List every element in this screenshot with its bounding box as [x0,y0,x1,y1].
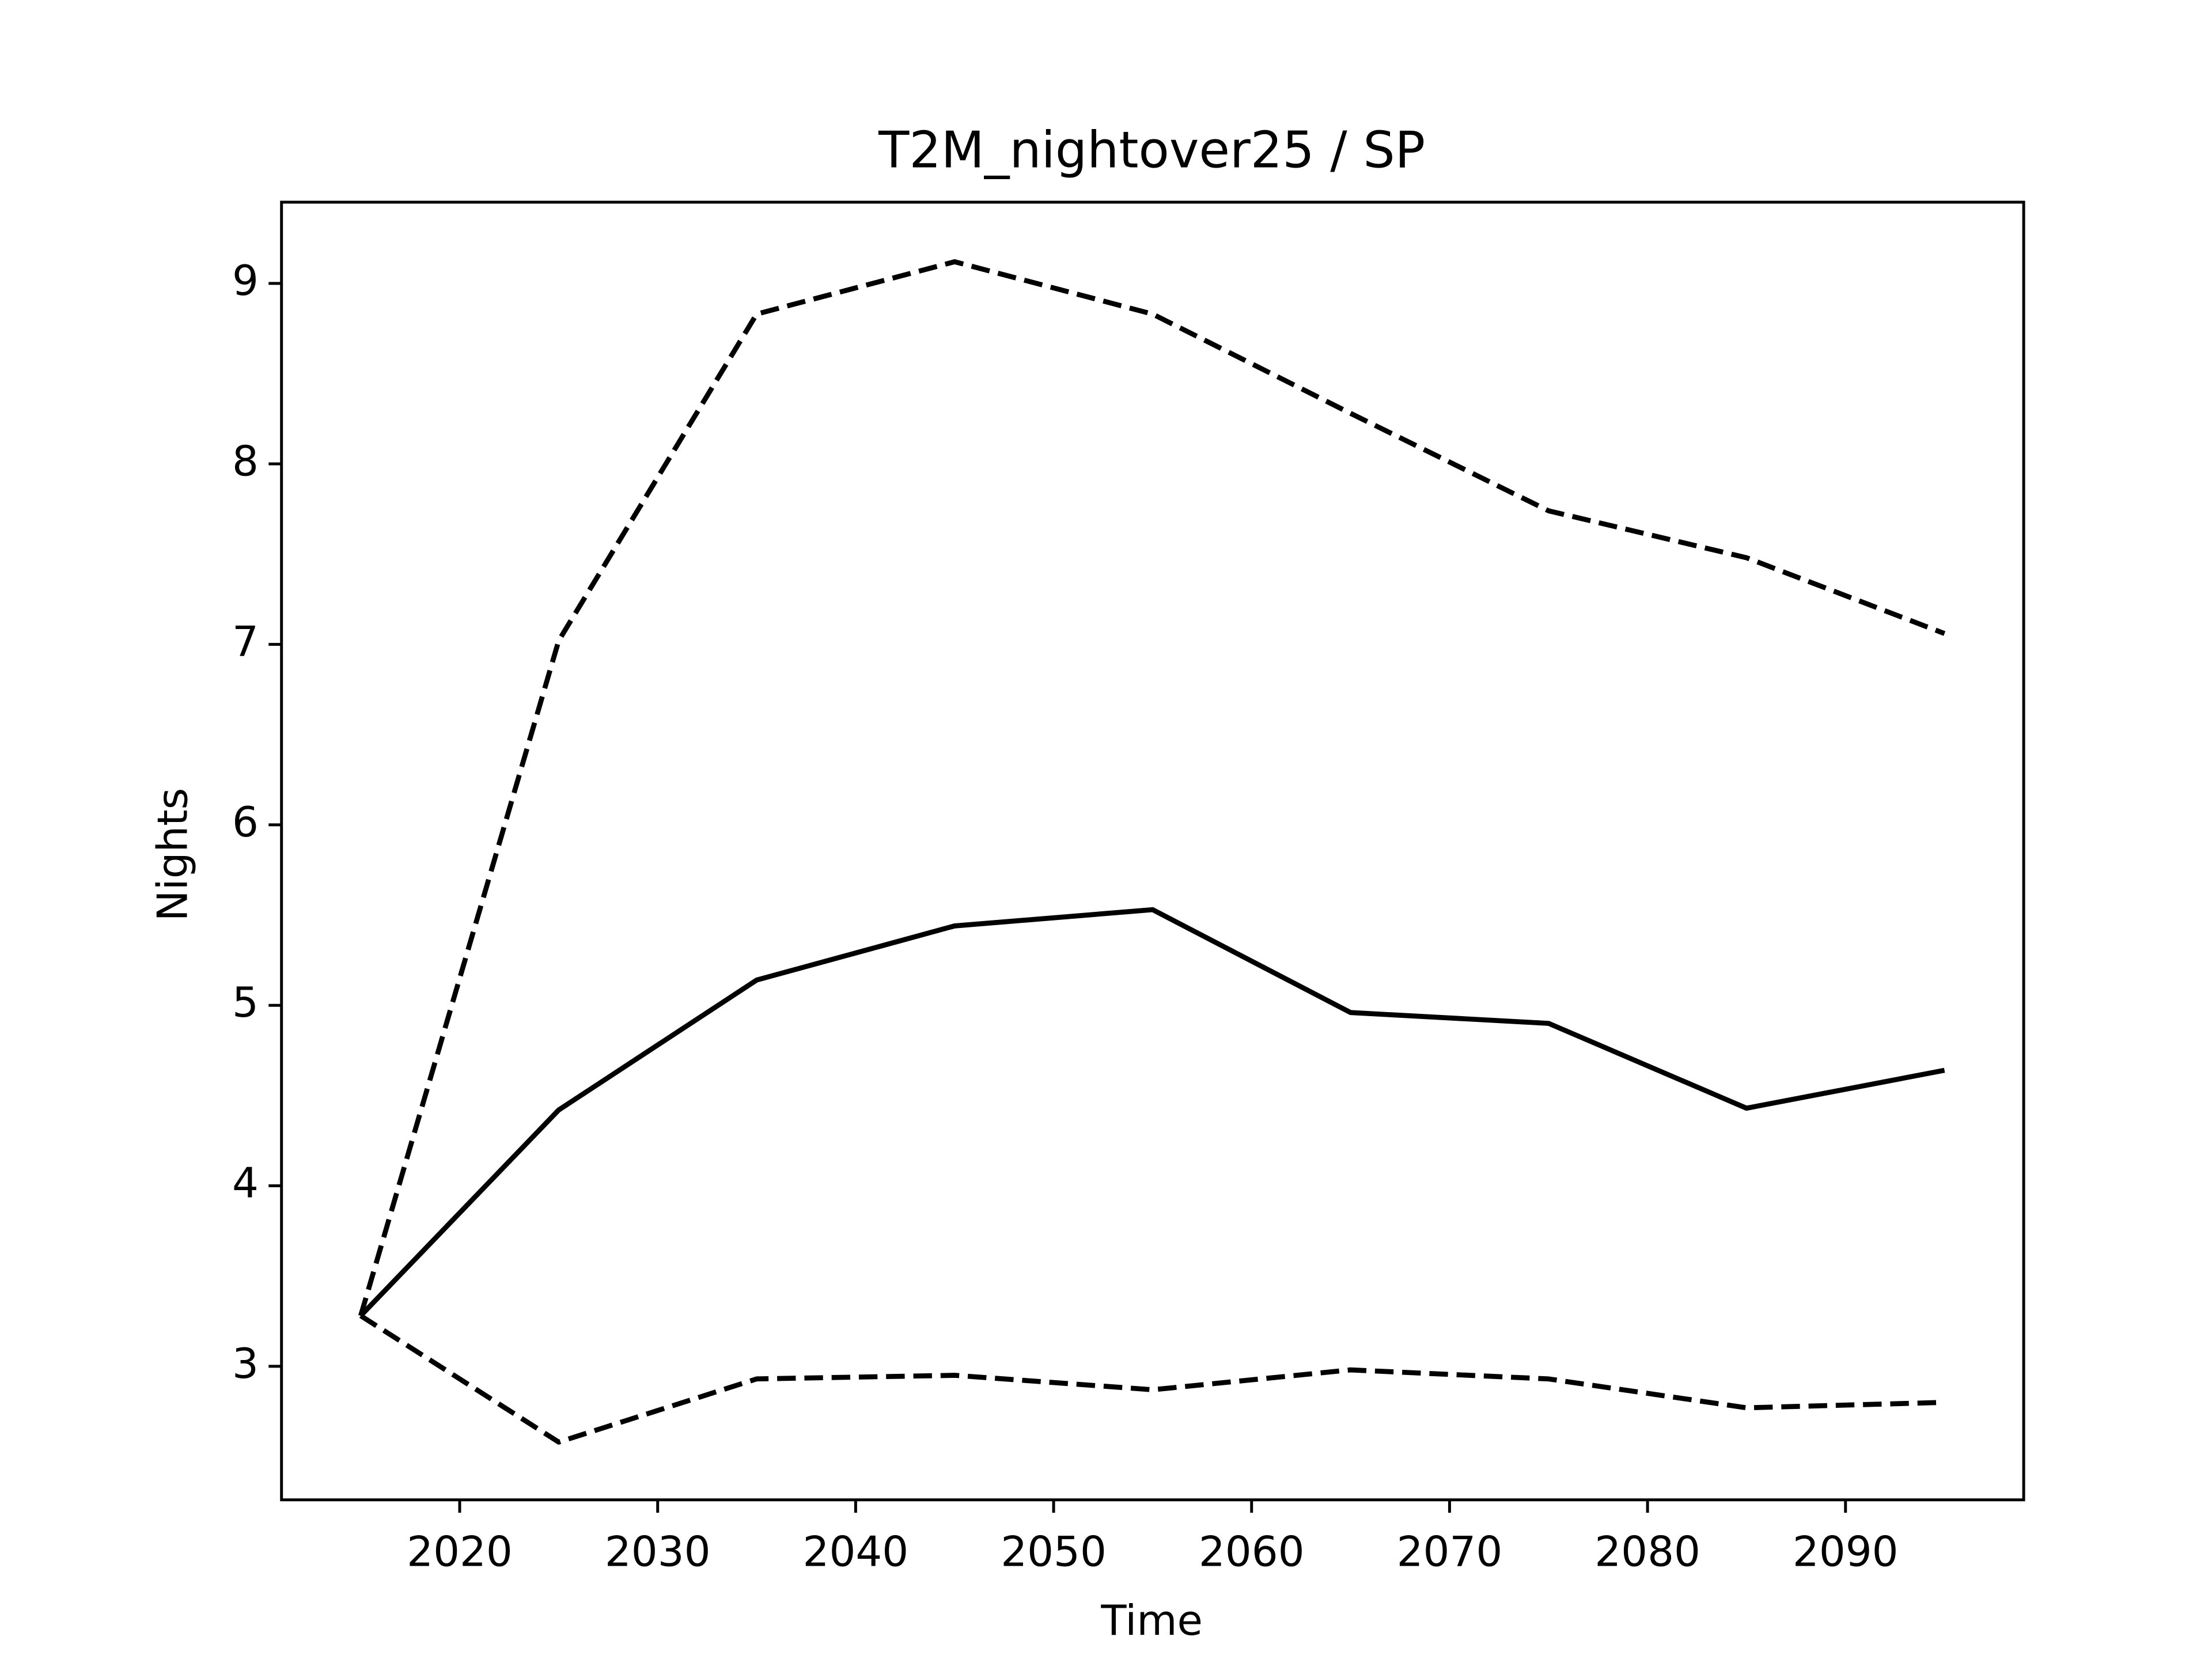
series-line [359,1313,1945,1445]
y-tick-label: 9 [232,257,259,305]
x-tick-label: 2060 [1199,1528,1305,1576]
y-tick-label: 7 [232,618,259,666]
y-tick-label: 8 [232,437,259,486]
plot-frame [280,200,2025,1502]
chart-title: T2M_nightover25 / SP [878,120,1425,179]
x-tick-label: 2030 [605,1528,711,1576]
x-tick-label: 2040 [803,1528,909,1576]
y-tick-label: 6 [232,798,259,847]
series-line [359,907,1945,1318]
series-line [358,259,1946,1317]
y-tick-label: 5 [232,979,259,1027]
x-tick-label: 2020 [407,1528,513,1576]
y-tick-label: 4 [232,1160,259,1208]
y-axis-label: Nights [149,788,198,922]
y-tick-label: 3 [232,1340,259,1388]
x-tick-label: 2050 [1001,1528,1107,1576]
x-tick-label: 2080 [1594,1528,1700,1576]
x-tick-label: 2090 [1793,1528,1899,1576]
x-tick-label: 2070 [1397,1528,1503,1576]
x-axis-label: Time [1100,1597,1203,1645]
